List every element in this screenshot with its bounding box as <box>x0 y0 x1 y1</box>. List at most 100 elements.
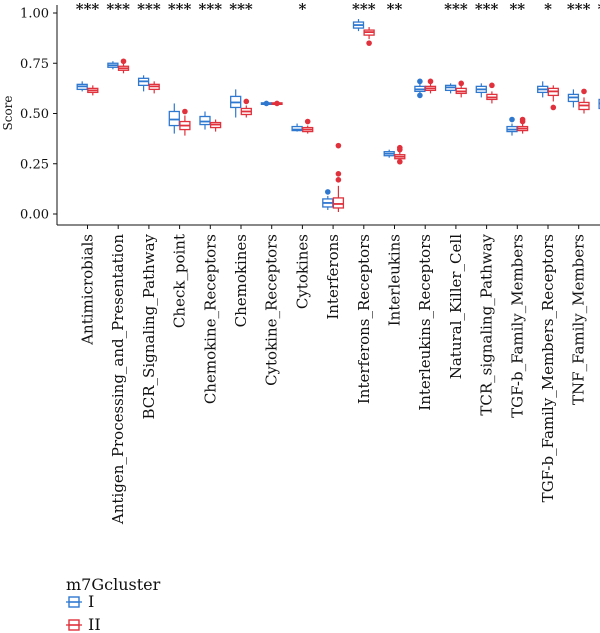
y-tick-label: 0.75 <box>20 57 49 72</box>
outlier-point <box>243 98 250 105</box>
box-body <box>199 115 211 126</box>
outlier-point <box>509 116 515 123</box>
outlier-point <box>335 171 342 177</box>
box-I-0 <box>76 81 88 92</box>
outlier-point <box>325 189 331 195</box>
box-II-7 <box>302 118 314 134</box>
box-II-15 <box>547 85 559 111</box>
significance-marker: *** <box>598 0 600 18</box>
box-II-3 <box>179 108 191 136</box>
legend-label: I <box>88 592 94 611</box>
box-I-5 <box>230 89 242 118</box>
box-II-11 <box>424 78 437 94</box>
outlier-point <box>417 92 423 99</box>
box-II-2 <box>148 81 160 94</box>
outlier-point <box>366 40 372 46</box>
x-tick-label: Chemokine_Receptors <box>201 234 219 404</box>
outlier-point <box>489 82 495 89</box>
significance-marker: *** <box>352 0 376 18</box>
y-tick-label: 1.00 <box>20 7 49 22</box>
x-tick-label: Cytokine_Receptors <box>263 234 281 386</box>
box-II-13 <box>486 82 498 104</box>
x-tick-label: Interferons <box>324 234 342 320</box>
box-I-6 <box>260 100 273 107</box>
box-II-8 <box>332 142 345 212</box>
outlier-point <box>274 100 280 107</box>
box-II-0 <box>87 85 99 96</box>
outlier-point <box>304 118 311 125</box>
significance-marker: *** <box>106 0 130 18</box>
significance-marker: *** <box>76 0 100 18</box>
box-I-16 <box>567 89 580 108</box>
outlier-point <box>263 100 270 107</box>
x-tick-label: BCR_Signaling_Pathway <box>140 233 158 419</box>
box-II-16 <box>578 88 590 114</box>
x-tick-label: Antigen_Processing_and_Presentation <box>109 234 127 525</box>
legend-item: II <box>66 615 101 633</box>
significance-marker: ** <box>387 0 403 18</box>
box-body <box>168 110 180 127</box>
box-body <box>332 197 345 209</box>
outlier-point <box>581 88 587 95</box>
significance-marker: * <box>298 0 306 18</box>
outlier-point <box>427 78 434 85</box>
x-tick-label: TCR_signaling_Pathway <box>478 233 496 415</box>
significance-marker: *** <box>475 0 499 18</box>
box-II-12 <box>455 80 467 98</box>
axes <box>56 5 600 226</box>
outlier-point <box>182 108 188 115</box>
x-tick-label: Antimicrobials <box>79 234 97 346</box>
x-tick-label: Interleukins_Receptors <box>416 234 434 411</box>
outlier-point <box>550 104 557 111</box>
y-tick-label: 0.00 <box>20 208 49 223</box>
y-tick-label: 0.50 <box>20 107 49 122</box>
significance-marker: *** <box>567 0 591 18</box>
y-axis-label: Score <box>1 95 15 130</box>
box-I-13 <box>475 83 487 98</box>
box-I-11 <box>414 78 426 99</box>
box-II-9 <box>363 27 375 46</box>
box-I-8 <box>322 189 334 210</box>
legend-label: II <box>88 615 101 633</box>
significance-marker: *** <box>168 0 192 18</box>
significance-marker: * <box>544 0 552 18</box>
x-tick-label: Natural_Killer_Cell <box>447 234 465 379</box>
significance-marker: *** <box>229 0 253 18</box>
y-tick-label: 0.25 <box>20 157 49 172</box>
significance-marker: *** <box>199 0 223 18</box>
outlier-point <box>120 58 127 65</box>
x-tick-label: TGF-b_Family_Members_Receptors <box>539 234 557 502</box>
significance-marker: *** <box>444 0 468 18</box>
x-tick-label: Chemokines <box>232 234 250 327</box>
outlier-point <box>335 142 342 149</box>
box-I-1 <box>107 61 119 70</box>
x-tick-label: Interferons_Receptors <box>355 234 373 404</box>
y-ticks: 0.00 0.25 0.50 0.75 1.00 <box>20 7 57 223</box>
box-layer <box>76 19 600 212</box>
box-I-15 <box>537 81 549 98</box>
x-tick-label: Cytokines <box>293 234 311 309</box>
legend: m7Gcluster III <box>66 575 161 633</box>
outlier-point <box>397 158 403 165</box>
x-ticks: Antimicrobials Antigen_Processing_and_Pre… <box>79 225 588 525</box>
box-I-2 <box>137 75 150 92</box>
legend-items: III <box>66 592 101 633</box>
box-II-14 <box>516 116 529 134</box>
box-I-12 <box>444 83 457 94</box>
box-II-10 <box>394 144 406 165</box>
x-tick-label: TNF_Family_Members <box>570 234 588 405</box>
box-I-14 <box>506 116 518 136</box>
outlier-point <box>397 146 403 153</box>
legend-item: I <box>66 592 94 611</box>
significance-marker: ** <box>509 0 525 18</box>
box-I-10 <box>383 149 395 158</box>
box-II-1 <box>117 58 130 74</box>
x-tick-label: Interleukins <box>386 234 404 326</box>
significance-markers: *************************************** <box>76 0 600 18</box>
outlier-point <box>519 118 526 125</box>
outlier-point <box>417 78 423 85</box>
outlier-point <box>335 177 342 183</box>
box-I-7 <box>291 123 303 132</box>
legend-title: m7Gcluster <box>66 575 161 594</box>
